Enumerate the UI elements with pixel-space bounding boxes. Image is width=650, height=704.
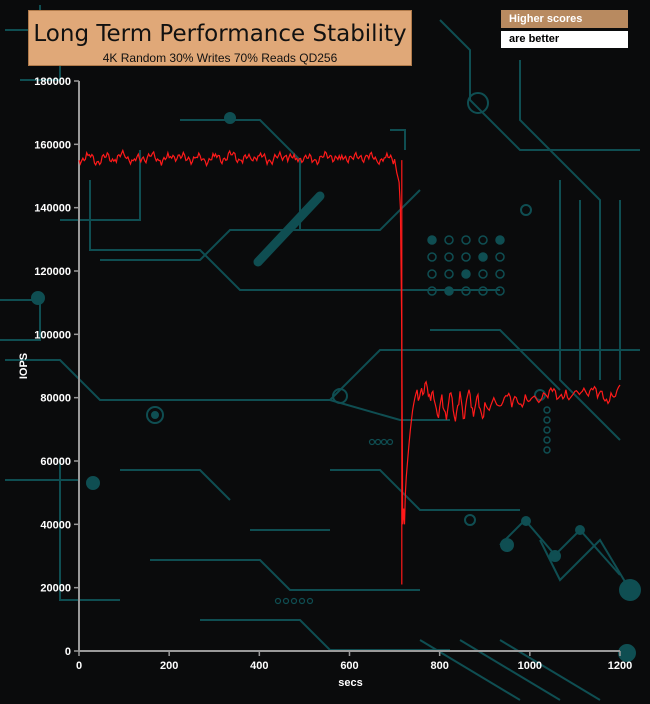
higher-scores-badge: Higher scores <box>501 10 628 28</box>
y-tick-label: 20000 <box>40 583 71 595</box>
y-tick-label: 120000 <box>34 266 71 278</box>
y-tick-label: 160000 <box>34 139 71 151</box>
circuit-background <box>0 5 641 701</box>
x-tick-label: 1000 <box>518 660 542 672</box>
x-tick-label: 600 <box>340 660 358 672</box>
x-tick-label: 1200 <box>608 660 632 672</box>
y-axis-title: IOPS <box>18 353 30 379</box>
chart-title-box: Long Term Performance Stability 4K Rando… <box>28 10 412 66</box>
chart-title: Long Term Performance Stability <box>33 21 407 47</box>
y-tick-label: 100000 <box>34 329 71 341</box>
x-tick-label: 0 <box>76 660 82 672</box>
y-tick-label: 180000 <box>34 76 71 88</box>
y-tick-label: 60000 <box>40 456 71 468</box>
y-tick-label: 140000 <box>34 203 71 215</box>
chart-subtitle: 4K Random 30% Writes 70% Reads QD256 <box>102 51 338 65</box>
x-axis-title: secs <box>338 677 362 689</box>
x-tick-label: 200 <box>160 660 178 672</box>
plot-area <box>78 148 621 585</box>
y-tick-label: 0 <box>65 646 71 658</box>
x-tick-label: 400 <box>250 660 268 672</box>
chart-axes: 0 20000 40000 60000 80000 100000 120000 140000 1… <box>18 76 632 689</box>
are-better-badge: are better <box>501 31 628 48</box>
y-tick-label: 80000 <box>40 393 71 405</box>
y-tick-label: 40000 <box>40 519 71 531</box>
x-tick-label: 800 <box>430 660 448 672</box>
series-line <box>78 148 621 525</box>
